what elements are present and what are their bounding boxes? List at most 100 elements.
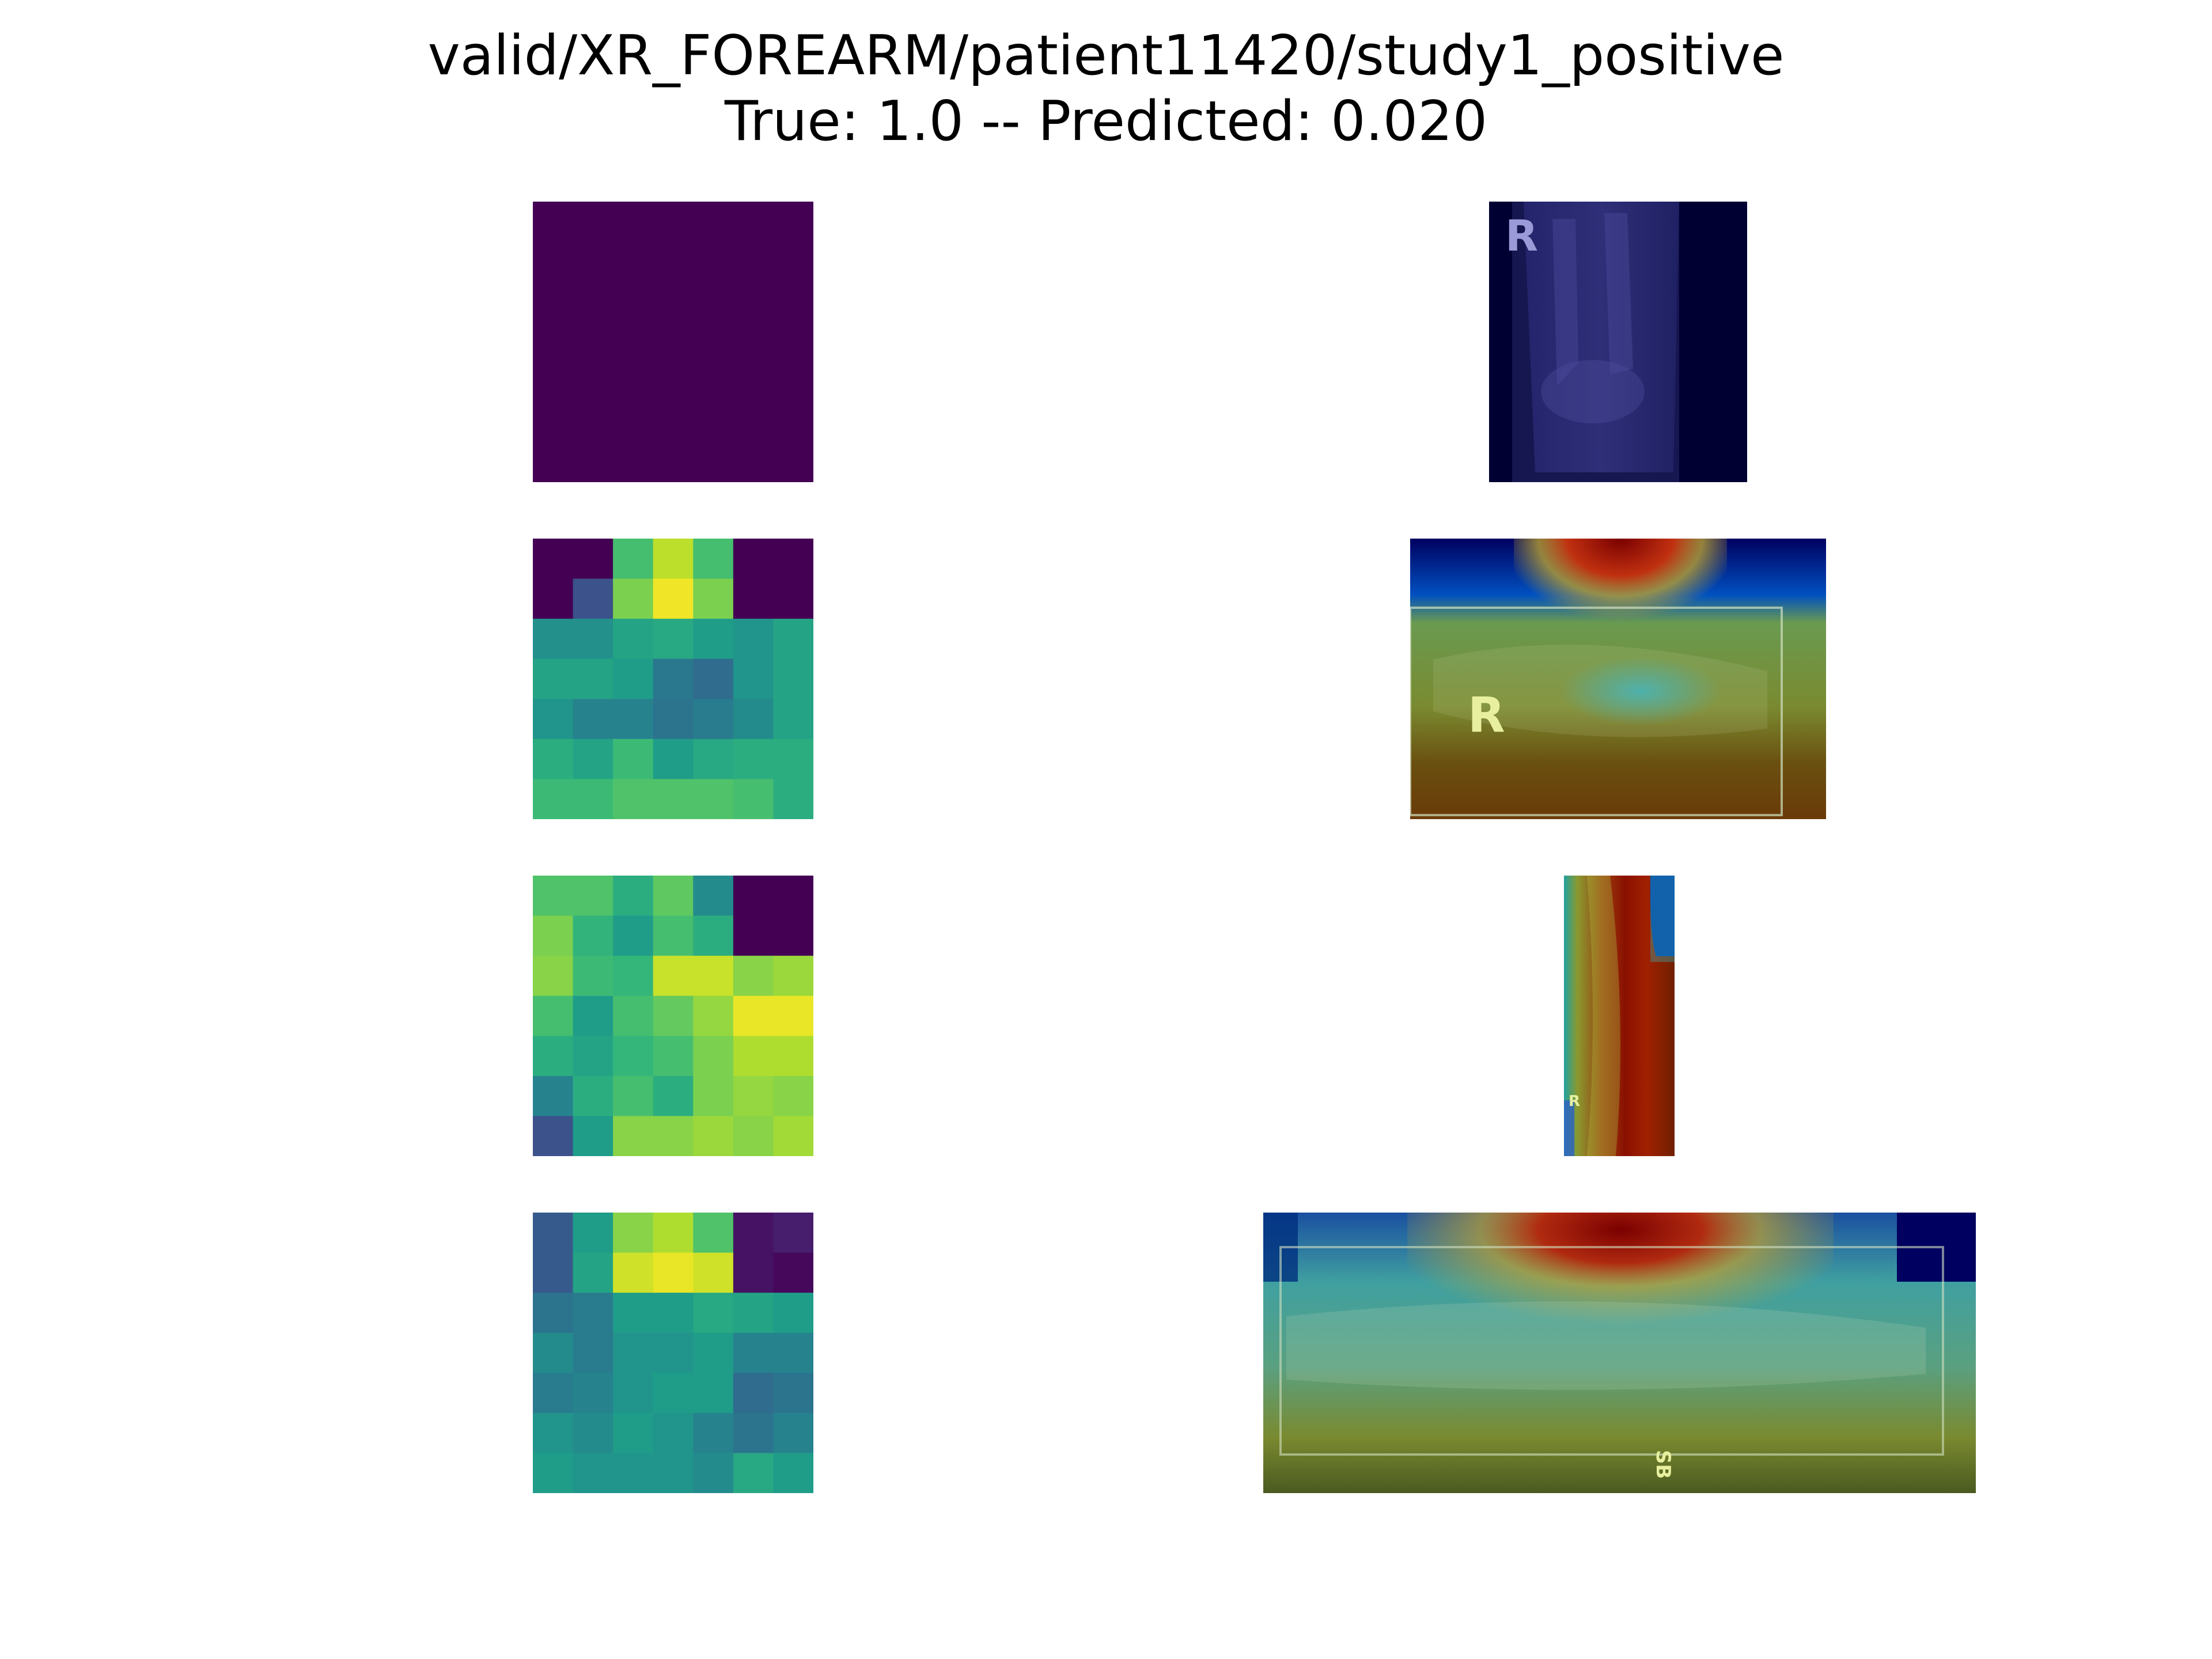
heatmap-cell <box>533 876 574 916</box>
forearm-shape <box>1587 876 1620 1156</box>
heatmap-cell <box>733 1252 774 1293</box>
forearm-shape <box>1286 1301 1926 1390</box>
heatmap-cell <box>613 282 654 323</box>
heatmap-cell <box>693 362 734 403</box>
heatmap-cell <box>653 699 694 740</box>
figure-title: valid/XR_FOREARM/patient11420/study1_pos… <box>0 23 2212 154</box>
activation-heatmap-1 <box>533 202 813 482</box>
heatmap-cell <box>573 1412 613 1454</box>
heatmap-cell <box>693 402 734 443</box>
heatmap-cell <box>693 995 734 1036</box>
heatmap-cell <box>573 578 613 619</box>
heatmap-cell <box>653 578 694 619</box>
heatmap-cell <box>573 956 613 997</box>
heatmap-cell <box>533 402 574 443</box>
heatmap-cell <box>733 779 774 819</box>
heatmap-cell <box>613 1036 654 1077</box>
heatmap-cell <box>733 1373 774 1414</box>
heatmap-cell <box>693 321 734 362</box>
heatmap-cell <box>773 202 813 243</box>
heatmap-cell <box>653 539 694 579</box>
heatmap-cell <box>773 402 813 443</box>
heatmap-cell <box>773 1412 813 1454</box>
heatmap-cell <box>613 915 654 956</box>
forearm-shape <box>1524 202 1679 472</box>
heatmap-cell <box>653 362 694 403</box>
heatmap-cell <box>733 442 774 482</box>
heatmap-cell <box>693 442 734 482</box>
heatmap-cell <box>773 1213 813 1253</box>
heatmap-cell <box>533 658 574 699</box>
heatmap-cell <box>653 1213 694 1253</box>
heatmap-cell <box>773 779 813 819</box>
heatmap-cell <box>653 779 694 819</box>
heatmap-cell <box>613 1252 654 1293</box>
heatmap-cell <box>613 699 654 740</box>
heatmap-cell <box>573 1453 613 1493</box>
xray-overlay-4: SB <box>1263 1213 1976 1493</box>
heatmap-cell <box>573 1075 613 1117</box>
heatmap-cell <box>613 658 654 699</box>
heatmap-cell <box>653 241 694 282</box>
heatmap-cell <box>773 282 813 323</box>
heatmap-cell <box>533 1453 574 1493</box>
heatmap-cell <box>653 402 694 443</box>
heatmap-cell <box>773 956 813 997</box>
heatmap-cell <box>733 915 774 956</box>
heatmap-cell <box>773 1116 813 1156</box>
heatmap-cell <box>773 995 813 1036</box>
heatmap-cell <box>773 241 813 282</box>
xray-image-1: R <box>1489 202 1747 482</box>
heatmap-cell <box>733 658 774 699</box>
xray-overlay-3: R <box>1564 876 1675 1156</box>
heatmap-cell <box>693 1332 734 1373</box>
heatmap-cell <box>693 699 734 740</box>
heatmap-cell <box>733 995 774 1036</box>
heatmap-cell <box>773 1036 813 1077</box>
heatmap-cell <box>733 282 774 323</box>
heatmap-cell <box>653 202 694 243</box>
heatmap-cell <box>733 1075 774 1117</box>
heatmap-cell <box>533 202 574 243</box>
heatmap-cell <box>693 779 734 819</box>
heatmap-cell <box>773 1075 813 1117</box>
heatmap-cell <box>573 539 613 579</box>
heatmap-cell <box>733 699 774 740</box>
heatmap-cell <box>573 1036 613 1077</box>
heatmap-cell <box>573 402 613 443</box>
heatmap-cell <box>773 321 813 362</box>
heatmap-cell <box>773 1252 813 1293</box>
activation-cold-region <box>1650 876 1675 956</box>
heatmap-cell <box>773 738 813 780</box>
heatmap-cell <box>573 779 613 819</box>
heatmap-cell <box>653 1453 694 1493</box>
heatmap-cell <box>533 578 574 619</box>
heatmap-cell <box>573 876 613 916</box>
heatmap-cell <box>573 1293 613 1334</box>
heatmap-cell <box>533 282 574 323</box>
heatmap-cell <box>773 1373 813 1414</box>
heatmap-cell <box>733 1412 774 1454</box>
heatmap-cell <box>653 321 694 362</box>
heatmap-cell <box>693 619 734 660</box>
heatmap-cell <box>573 1213 613 1253</box>
heatmap-cell <box>613 539 654 579</box>
heatmap-cell <box>653 1293 694 1334</box>
heatmap-cell <box>613 1412 654 1454</box>
heatmap-cell <box>653 442 694 482</box>
heatmap-cell <box>573 362 613 403</box>
heatmap-cell <box>773 658 813 699</box>
heatmap-cell <box>533 1332 574 1373</box>
heatmap-cell <box>533 241 574 282</box>
heatmap-cell <box>653 738 694 780</box>
heatmap-cell <box>573 738 613 780</box>
wrist-bones <box>1541 360 1645 423</box>
title-line-path: valid/XR_FOREARM/patient11420/study1_pos… <box>427 24 1785 88</box>
heatmap-cell <box>533 539 574 579</box>
heatmap-cell <box>773 578 813 619</box>
heatmap-cell <box>733 956 774 997</box>
heatmap-cell <box>733 241 774 282</box>
heatmap-cell <box>733 738 774 780</box>
heatmap-cell <box>573 321 613 362</box>
heatmap-cell <box>613 1332 654 1373</box>
